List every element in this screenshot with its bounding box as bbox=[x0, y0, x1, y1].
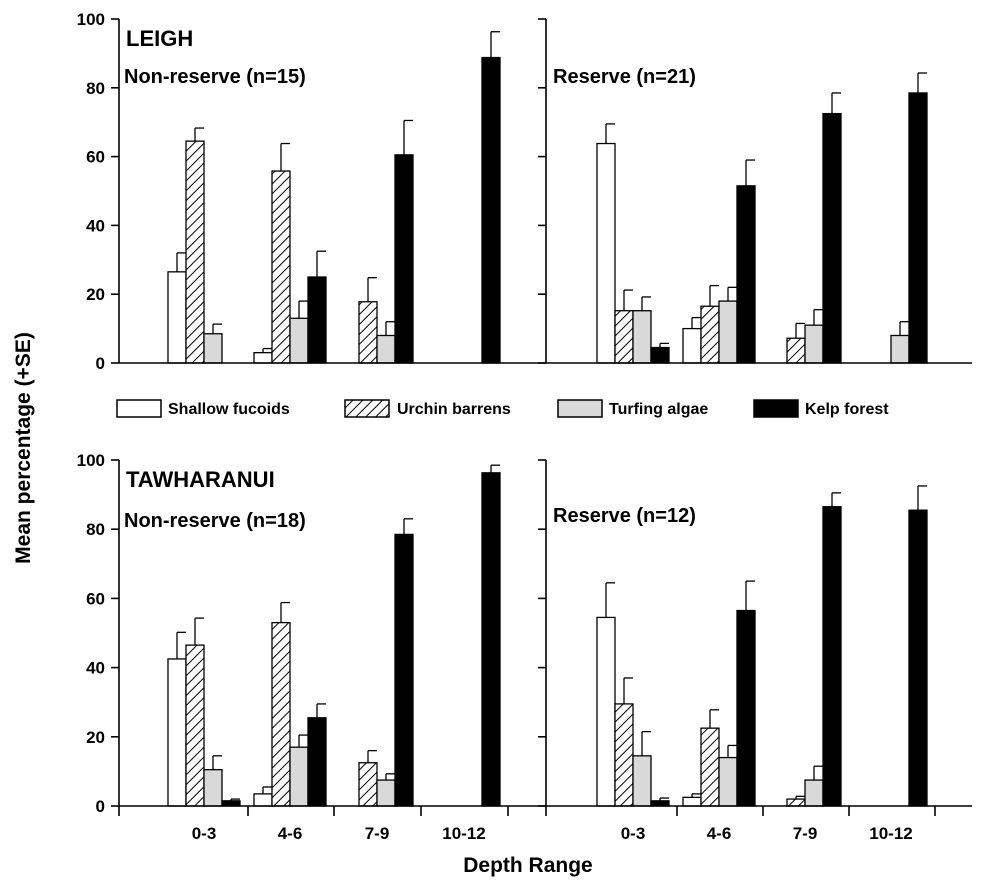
y-tick-label-leigh-0: 0 bbox=[96, 354, 105, 373]
bar-leigh-non-reserve-kelp-forest-7-9 bbox=[394, 154, 414, 364]
bar-tawharanui-reserve-urchin-barrens-0-3 bbox=[614, 703, 634, 807]
bar-leigh-reserve-urchin-barrens-0-3 bbox=[614, 310, 634, 364]
bar-leigh-non-reserve-turfing-algae-0-3 bbox=[203, 333, 223, 364]
bar-tawharanui-non-reserve-kelp-forest-10-12 bbox=[481, 472, 501, 807]
bar-tawharanui-reserve-kelp-forest-10-12 bbox=[908, 509, 928, 807]
bar-leigh-non-reserve-urchin-barrens-7-9 bbox=[358, 301, 378, 364]
panel-label-tawharanui-non-reserve: Non-reserve (n=18) bbox=[124, 510, 306, 532]
bar-leigh-reserve-turfing-algae-10-12 bbox=[890, 334, 910, 364]
bar-leigh-reserve-kelp-forest-4-6 bbox=[736, 185, 756, 364]
bar-leigh-non-reserve-urchin-barrens-4-6 bbox=[271, 170, 291, 364]
plot-area: 0 20 40 60 80 100 0 20 40 60 80 100 0-3 4-6 7-9 10-12 0-… bbox=[77, 10, 972, 843]
y-tick-label-tawharanui-0: 0 bbox=[96, 797, 105, 816]
bar-tawharanui-reserve-kelp-forest-7-9 bbox=[822, 506, 842, 807]
bar-tawharanui-non-reserve-shallow-fucoids-0-3 bbox=[167, 658, 187, 807]
y-axis-label: Mean percentage (+SE) bbox=[12, 332, 35, 564]
legend-swatch-shallow-fucoids bbox=[116, 399, 162, 418]
bar-leigh-reserve-urchin-barrens-7-9 bbox=[786, 337, 806, 364]
tawharanui-row: TAWHARANUI Non-reserve (n=18) Reserve (n… bbox=[124, 467, 696, 532]
bar-tawharanui-non-reserve-urchin-barrens-0-3 bbox=[185, 644, 205, 807]
bar-tawharanui-non-reserve-kelp-forest-4-6 bbox=[307, 717, 327, 807]
y-tick-label-tawharanui-100: 100 bbox=[77, 451, 105, 470]
legend-label-shallow-fucoids: Shallow fucoids bbox=[168, 401, 290, 418]
bar-tawharanui-non-reserve-turfing-algae-7-9 bbox=[376, 779, 396, 807]
panel-label-tawharanui-reserve: Reserve (n=12) bbox=[553, 505, 696, 527]
bar-tawharanui-non-reserve-urchin-barrens-4-6 bbox=[271, 621, 291, 807]
panel-label-leigh-reserve: Reserve (n=21) bbox=[553, 66, 696, 88]
bar-tawharanui-reserve-turfing-algae-0-3 bbox=[632, 755, 652, 807]
bar-tawharanui-reserve-urchin-barrens-7-9 bbox=[786, 798, 806, 807]
legend-label-urchin-barrens: Urchin barrens bbox=[397, 401, 511, 418]
panel-label-leigh-non-reserve: Non-reserve (n=15) bbox=[124, 66, 306, 88]
legend-swatch-urchin-barrens bbox=[344, 399, 390, 418]
legend: Shallow fucoids Urchin barrens Turfing a… bbox=[116, 399, 889, 418]
bar-leigh-reserve-shallow-fucoids-4-6 bbox=[682, 327, 702, 364]
y-tick-label-leigh-40: 40 bbox=[86, 216, 105, 235]
y-tick-label-tawharanui-60: 60 bbox=[86, 589, 105, 608]
bar-leigh-non-reserve-kelp-forest-4-6 bbox=[307, 276, 327, 364]
y-tick-label-leigh-80: 80 bbox=[86, 79, 105, 98]
bar-leigh-non-reserve-turfing-algae-4-6 bbox=[289, 317, 309, 364]
bar-leigh-reserve-kelp-forest-0-3 bbox=[650, 346, 670, 364]
bar-leigh-reserve-kelp-forest-10-12 bbox=[908, 92, 928, 364]
bar-leigh-reserve-turfing-algae-7-9 bbox=[804, 324, 824, 364]
x-tick-label-non-reserve-4-6: 4-6 bbox=[278, 824, 303, 843]
bar-leigh-non-reserve-shallow-fucoids-4-6 bbox=[253, 352, 273, 364]
bar-leigh-non-reserve-turfing-algae-7-9 bbox=[376, 334, 396, 364]
y-tick-label-tawharanui-40: 40 bbox=[86, 659, 105, 678]
bar-leigh-reserve-shallow-fucoids-0-3 bbox=[596, 142, 616, 364]
bar-tawharanui-non-reserve-turfing-algae-4-6 bbox=[289, 746, 309, 807]
x-axis-label: Depth Range bbox=[463, 854, 593, 877]
legend-swatch-turfing-algae bbox=[557, 399, 603, 418]
legend-label-kelp-forest: Kelp forest bbox=[805, 401, 889, 418]
bar-tawharanui-non-reserve-kelp-forest-7-9 bbox=[394, 533, 414, 807]
x-tick-label-reserve-7-9: 7-9 bbox=[793, 824, 818, 843]
bar-tawharanui-reserve-turfing-algae-7-9 bbox=[804, 779, 824, 807]
bar-leigh-non-reserve-kelp-forest-10-12 bbox=[481, 56, 501, 364]
legend-label-turfing-algae: Turfing algae bbox=[609, 401, 708, 418]
y-tick-label-leigh-20: 20 bbox=[86, 285, 105, 304]
bar-leigh-non-reserve-shallow-fucoids-0-3 bbox=[167, 271, 187, 364]
bar-tawharanui-reserve-shallow-fucoids-0-3 bbox=[596, 616, 616, 807]
x-tick-label-reserve-10-12: 10-12 bbox=[869, 824, 912, 843]
bar-leigh-non-reserve-urchin-barrens-0-3 bbox=[185, 140, 205, 364]
x-tick-label-non-reserve-0-3: 0-3 bbox=[192, 824, 217, 843]
bar-tawharanui-non-reserve-turfing-algae-0-3 bbox=[203, 769, 223, 807]
bar-leigh-reserve-turfing-algae-4-6 bbox=[718, 300, 738, 364]
leigh-row: LEIGH Non-reserve (n=15) Reserve (n=21) bbox=[124, 26, 696, 88]
x-tick-label-reserve-0-3: 0-3 bbox=[621, 824, 646, 843]
x-tick-label-non-reserve-7-9: 7-9 bbox=[365, 824, 390, 843]
x-tick-label-non-reserve-10-12: 10-12 bbox=[442, 824, 485, 843]
y-tick-label-tawharanui-80: 80 bbox=[86, 520, 105, 539]
y-tick-label-leigh-60: 60 bbox=[86, 148, 105, 167]
x-tick-label-reserve-4-6: 4-6 bbox=[707, 824, 732, 843]
bar-tawharanui-reserve-urchin-barrens-4-6 bbox=[700, 727, 720, 807]
y-tick-label-tawharanui-20: 20 bbox=[86, 728, 105, 747]
site-label-tawharanui: TAWHARANUI bbox=[126, 467, 275, 492]
legend-swatch-kelp-forest bbox=[753, 399, 799, 418]
bar-tawharanui-non-reserve-urchin-barrens-7-9 bbox=[358, 762, 378, 807]
bar-leigh-reserve-turfing-algae-0-3 bbox=[632, 310, 652, 364]
bar-leigh-reserve-urchin-barrens-4-6 bbox=[700, 305, 720, 364]
y-tick-label-leigh-100: 100 bbox=[77, 10, 105, 29]
site-label-leigh: LEIGH bbox=[126, 26, 193, 51]
bar-tawharanui-reserve-turfing-algae-4-6 bbox=[718, 756, 738, 807]
bar-tawharanui-non-reserve-shallow-fucoids-4-6 bbox=[253, 793, 273, 807]
bar-tawharanui-reserve-shallow-fucoids-4-6 bbox=[682, 796, 702, 807]
bar-tawharanui-reserve-kelp-forest-4-6 bbox=[736, 609, 756, 807]
bar-leigh-reserve-kelp-forest-7-9 bbox=[822, 112, 842, 364]
